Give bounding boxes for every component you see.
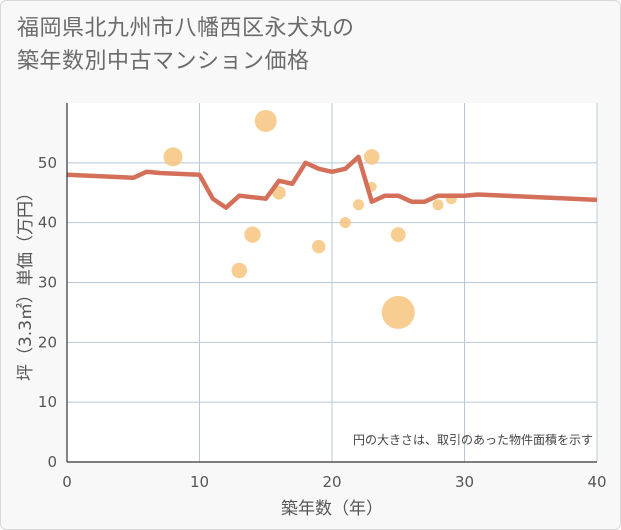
data-bubble — [390, 227, 406, 243]
data-bubble — [353, 199, 364, 211]
data-bubble — [432, 199, 444, 211]
y-tick-label: 40 — [38, 214, 57, 232]
x-tick-label: 10 — [190, 473, 209, 491]
size-note: 円の大きさは、取引のあった物件面積を示す — [353, 432, 593, 447]
data-bubble — [231, 262, 248, 279]
x-tick-label: 20 — [322, 473, 341, 491]
axes: 0 10 20 30 40 0 10 20 30 40 50 — [38, 103, 607, 491]
data-bubble — [363, 149, 380, 165]
data-bubble — [163, 147, 183, 167]
x-tick-label: 0 — [62, 473, 72, 491]
y-tick-label: 30 — [38, 274, 57, 292]
trend-line — [66, 154, 598, 210]
grid-lines — [67, 103, 598, 462]
y-tick-label: 20 — [38, 333, 57, 351]
y-tick-label: 10 — [38, 393, 57, 411]
bubble-series — [163, 109, 457, 329]
data-bubble — [312, 239, 326, 254]
y-tick-label: 50 — [38, 154, 57, 172]
data-bubble — [272, 186, 286, 200]
x-tick-label: 40 — [587, 473, 606, 491]
chart-title: 福岡県北九州市八幡西区永犬丸の 築年数別中古マンション価格 — [17, 12, 355, 78]
x-axis-label: 築年数（年） — [281, 499, 383, 519]
data-bubble — [254, 109, 277, 132]
y-tick-label: 0 — [47, 453, 57, 471]
data-bubble — [381, 295, 415, 329]
x-tick-label: 30 — [455, 473, 474, 491]
title-line-1: 福岡県北九州市八幡西区永犬丸の — [17, 16, 355, 41]
data-bubble — [339, 217, 351, 229]
title-line-2: 築年数別中古マンション価格 — [17, 49, 310, 74]
data-bubble — [244, 226, 261, 243]
y-axis-label: 坪（3.3㎡）単価（万円） — [16, 184, 36, 381]
